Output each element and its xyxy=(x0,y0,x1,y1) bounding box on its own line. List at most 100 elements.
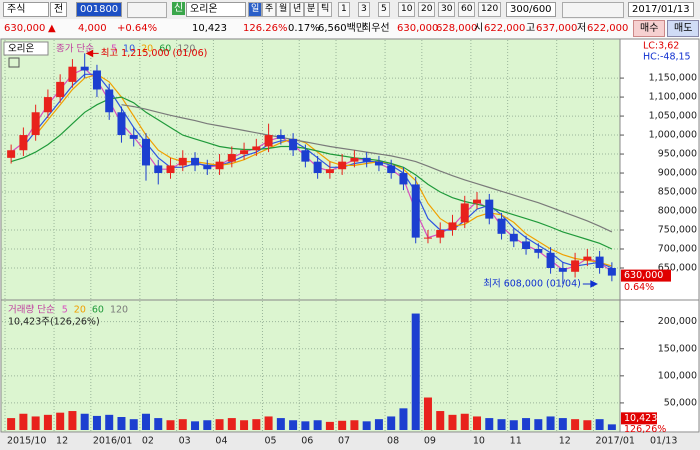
candle-body xyxy=(215,161,224,170)
volume-bar xyxy=(240,420,249,430)
period-button[interactable]: 일 xyxy=(248,2,263,17)
volume-bar xyxy=(534,419,543,430)
market-select[interactable]: 주식 xyxy=(3,2,49,17)
name-input[interactable]: 오리온 xyxy=(186,2,246,17)
interval-button[interactable]: 1 xyxy=(338,2,350,17)
low-arrow xyxy=(582,280,598,288)
y-tick-label: 50,000 xyxy=(664,397,697,408)
volume-legend-entry: 5 xyxy=(62,305,68,316)
interval-button[interactable]: 60 xyxy=(458,2,476,17)
x-axis-area xyxy=(0,433,700,450)
volume-bar xyxy=(31,416,40,430)
high: 637,000 xyxy=(536,23,578,34)
code-input[interactable]: 001800 xyxy=(76,2,123,17)
y-tick-label: 1,050,000 xyxy=(649,111,697,122)
y-tick-label: 850,000 xyxy=(658,187,697,198)
low-label: 저 xyxy=(577,23,587,34)
candle-body xyxy=(338,161,347,170)
volume-legend-entry: 120 xyxy=(110,305,128,316)
volume-bar xyxy=(141,413,150,430)
interval-button[interactable]: 30 xyxy=(438,2,456,17)
legend-entry: 60 xyxy=(159,44,171,55)
last-price-box xyxy=(621,269,671,282)
volume-bar xyxy=(374,419,383,430)
search-icons[interactable] xyxy=(127,2,167,18)
x-tick-label: 02 xyxy=(142,436,154,447)
interval-button[interactable]: 3 xyxy=(358,2,370,17)
candle-body xyxy=(546,252,555,268)
candle-body xyxy=(31,112,40,136)
candle-body xyxy=(301,150,310,162)
candle-body xyxy=(129,135,138,139)
candle-body xyxy=(154,165,163,174)
volume-legend-entry: 60 xyxy=(92,305,104,316)
date-input[interactable]: 2017/01/13 xyxy=(628,2,694,17)
interval-button[interactable]: 5 xyxy=(378,2,390,17)
volume-bar xyxy=(203,420,212,430)
volume-bar xyxy=(80,413,89,430)
period-button[interactable]: 년 xyxy=(290,2,305,17)
plot-area xyxy=(0,38,621,433)
candle-body xyxy=(497,218,506,234)
change: 4,000 xyxy=(78,23,107,34)
buy-button[interactable]: 매수 xyxy=(633,20,666,37)
last-volume-label: 10,423 xyxy=(624,413,657,424)
low: 622,000 xyxy=(587,23,629,34)
volume-bar xyxy=(387,416,396,430)
volume-bar xyxy=(166,420,175,430)
volume-bar xyxy=(215,419,224,430)
volume-bar xyxy=(571,419,580,430)
candle-body xyxy=(19,135,28,151)
x-tick-label: 2015/10 xyxy=(7,436,46,447)
y-tick-label: 700,000 xyxy=(658,244,697,255)
x-tick-label: 12 xyxy=(56,436,68,447)
period-button[interactable]: 주 xyxy=(262,2,277,17)
candle-body xyxy=(460,203,469,223)
candle-body xyxy=(313,161,322,174)
candle-body xyxy=(166,165,175,174)
legend-entry: 5 xyxy=(111,44,117,55)
volume-bar xyxy=(191,421,200,430)
sell-button[interactable]: 매도 xyxy=(667,20,700,37)
candle-body xyxy=(411,184,420,238)
candle-body xyxy=(607,267,616,276)
interval-button[interactable]: 120 xyxy=(478,2,502,17)
x-tick-label: 12 xyxy=(559,436,571,447)
high-annotation: 최고 1,215,000 (01/06) xyxy=(101,48,208,59)
volume-bar xyxy=(607,424,616,430)
volume-bar xyxy=(595,419,604,430)
settings-icon[interactable] xyxy=(8,57,20,68)
open-label: 시 xyxy=(474,23,484,34)
candle-body xyxy=(571,260,580,272)
x-tick-label: 04 xyxy=(215,436,227,447)
open: 622,000 xyxy=(484,23,526,34)
interval-button[interactable]: 10 xyxy=(398,2,416,17)
candle-body xyxy=(252,146,261,151)
tool-icons[interactable] xyxy=(562,2,624,18)
indicator-label: 종가 단순 xyxy=(56,44,94,55)
volume-bar xyxy=(485,418,494,430)
period-button[interactable]: 틱 xyxy=(318,2,333,17)
period-button[interactable]: 월 xyxy=(276,2,291,17)
volume-bar xyxy=(276,418,285,430)
candle-body xyxy=(362,157,371,162)
candle-body xyxy=(56,81,65,98)
best-label: 최우선 xyxy=(362,23,390,34)
volume-bar xyxy=(105,414,114,430)
legend-entry: 20 xyxy=(141,44,153,55)
count-input[interactable]: 300/600 xyxy=(506,2,556,17)
amount: 6,560백만 xyxy=(318,23,366,34)
volume-bar xyxy=(289,420,298,430)
volume-bar xyxy=(56,412,65,430)
volume-legend-entry: 20 xyxy=(74,305,86,316)
candle-body xyxy=(583,256,592,261)
period-button[interactable]: 분 xyxy=(304,2,319,17)
scope-select[interactable]: 전 xyxy=(50,2,68,17)
interval-button[interactable]: 20 xyxy=(418,2,436,17)
volume-bar xyxy=(583,420,592,430)
quote-bar: 630,000 ▲ 4,000 +0.64% 10,423 126.26% 0.… xyxy=(0,19,700,39)
volume-bar xyxy=(43,414,52,430)
x-tick-label: 2016/01 xyxy=(93,436,132,447)
volume-bar xyxy=(338,420,347,430)
high-arrow xyxy=(85,49,99,58)
